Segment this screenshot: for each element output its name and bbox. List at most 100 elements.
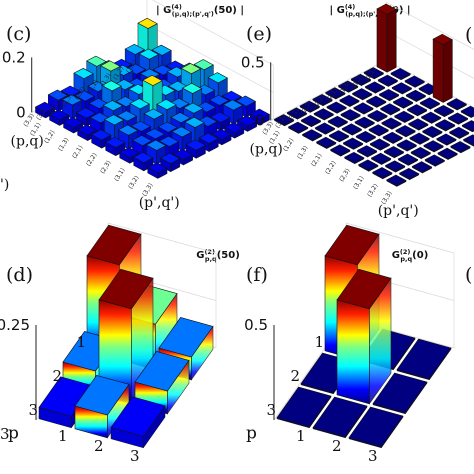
row-tick-label: 2 <box>290 367 300 385</box>
bar-top-face <box>369 138 391 150</box>
bar-top-face <box>75 107 97 119</box>
bar <box>249 108 271 126</box>
bar-top-face <box>34 101 56 113</box>
bar-top-face <box>184 116 205 128</box>
bar <box>299 100 321 113</box>
bar-top-face <box>273 114 295 126</box>
bar-top-face <box>398 167 420 179</box>
col-tick-label: 2 <box>94 437 104 455</box>
right-partial-top-label: ( <box>465 24 472 46</box>
bar-top-face <box>74 375 130 416</box>
bar-top-face <box>395 125 416 137</box>
bar <box>460 105 474 119</box>
bar-top-face <box>327 115 349 127</box>
col-tick-label: (1,3) <box>57 137 70 153</box>
bar-top-face <box>102 100 124 112</box>
bar-top-face <box>337 80 359 92</box>
bar-top-face <box>411 161 433 173</box>
bar <box>343 151 365 165</box>
bar <box>340 109 361 122</box>
row-tick-label: 2 <box>52 367 62 385</box>
bar <box>236 115 258 132</box>
chart-title-d: G(2) p,q(50) <box>196 248 240 263</box>
chart-title-e: | G(4) (p,q);(p',q')(0) | <box>329 3 410 18</box>
bar-top-face <box>130 120 152 132</box>
left-partial: ') 3 <box>0 177 10 443</box>
bar-top-face <box>368 124 389 136</box>
bar-top-face <box>145 139 167 151</box>
bar <box>365 95 387 108</box>
bar-top-face <box>47 89 69 101</box>
bar-top-face <box>324 224 380 266</box>
bar-top-face <box>86 55 107 67</box>
bar-top-face <box>447 112 469 124</box>
bar-top-face <box>383 146 405 158</box>
bar <box>312 396 368 439</box>
col-tick-label: 2 <box>332 437 342 455</box>
bar-top-face <box>172 148 194 160</box>
col-tick-label: (3,2) <box>127 174 140 190</box>
panel-label-e: (e) <box>246 23 272 45</box>
bar <box>276 386 332 429</box>
bar-top-face <box>158 317 214 358</box>
bar-top-face <box>144 128 166 140</box>
bar-top-face <box>195 101 217 113</box>
chart-title-sup: (4) <box>171 3 181 11</box>
bar <box>273 114 295 127</box>
col-tick-label: 1 <box>58 427 68 445</box>
row-tick-label: 1 <box>76 333 86 351</box>
bar <box>350 73 372 87</box>
bar-top-face <box>159 152 181 164</box>
bar-top-face <box>350 73 372 85</box>
bar-top-face <box>424 154 446 166</box>
bar-top-face <box>355 130 377 142</box>
col-tick-label: 1 <box>296 427 306 445</box>
bar-top-face <box>339 94 360 106</box>
bar-top-face <box>423 140 444 152</box>
z-tick-label: 0.5 <box>244 316 268 334</box>
col-axis-title: (p',q') <box>139 195 180 211</box>
bar <box>287 121 309 134</box>
bar-top-face <box>391 82 413 94</box>
bar-top-face <box>336 268 392 310</box>
left-partial-top-label: ') <box>0 177 9 193</box>
bar-top-face <box>358 159 379 171</box>
bar-top-face <box>394 110 415 122</box>
bar-top-face <box>312 396 368 437</box>
z-tick-label: 0.25 <box>0 316 30 334</box>
bar-top-face <box>119 147 140 159</box>
bar <box>378 89 400 102</box>
bar-top-face <box>276 386 332 427</box>
bar-top-face <box>117 124 139 136</box>
bar-top-face <box>208 94 230 106</box>
bar <box>390 68 411 81</box>
bar-top-face <box>151 44 172 56</box>
bar <box>301 129 323 142</box>
bar-top-face <box>343 151 365 163</box>
bar-top-face <box>397 153 419 165</box>
chart-title-sup: (2) <box>204 248 214 256</box>
bar-top-face <box>211 128 232 140</box>
bar-top-face <box>379 103 401 115</box>
back-wall-top <box>345 222 455 254</box>
col-tick-label: (2,1) <box>310 152 323 168</box>
bar <box>383 146 405 159</box>
bar-top-face <box>405 89 427 101</box>
bar-top-face <box>382 131 404 143</box>
bar-top-face <box>365 95 387 107</box>
bar <box>398 167 420 181</box>
bar-top-face <box>448 126 470 138</box>
panel-label-f: (f) <box>246 264 268 286</box>
bar <box>450 141 471 154</box>
bar-top-face <box>114 79 135 91</box>
z-tick-label: 0 <box>255 111 265 129</box>
bar-top-face <box>124 43 146 55</box>
bar <box>48 109 70 126</box>
back-wall-top <box>107 222 217 254</box>
bar <box>404 75 425 88</box>
bar <box>351 88 373 101</box>
bar <box>315 136 337 150</box>
bar-top-face <box>158 135 180 147</box>
bar-top-face <box>73 67 94 79</box>
bar-top-face <box>101 80 122 92</box>
